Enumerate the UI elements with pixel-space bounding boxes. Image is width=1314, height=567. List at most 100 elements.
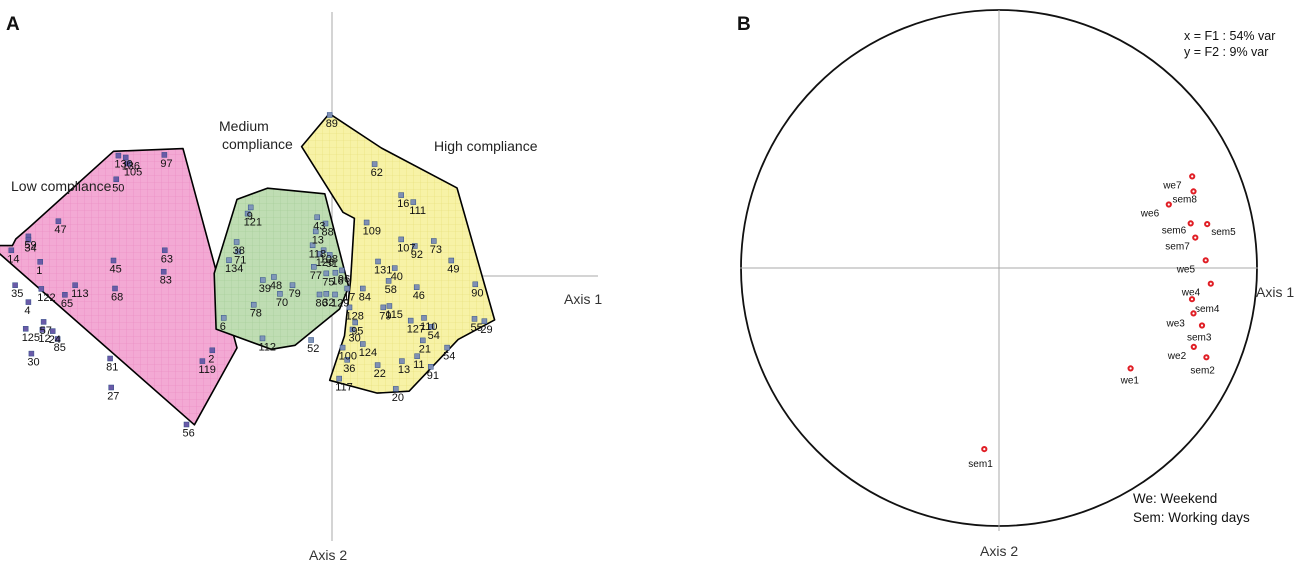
point-marker-high-95	[352, 319, 358, 326]
variable-label-sem5: sem5	[1211, 227, 1236, 238]
variable-label-we3: we3	[1166, 318, 1186, 329]
variable-label-sem8: sem8	[1173, 194, 1198, 205]
point-marker-high-127	[407, 317, 414, 324]
variable-marker-center-sem4	[1190, 298, 1194, 301]
point-label-low-45: 45	[110, 264, 122, 276]
point-label-low-24: 24	[49, 334, 61, 346]
point-marker-low-85	[54, 336, 61, 342]
point-marker-medium-77	[311, 264, 317, 270]
variable-label-we1: we1	[1120, 375, 1140, 386]
point-label-low-57: 57	[40, 325, 52, 337]
point-label-medium-16: 16	[331, 276, 343, 288]
point-marker-medium-86	[316, 291, 323, 298]
point-marker-low-27	[108, 384, 114, 391]
point-marker-medium-129	[332, 291, 338, 298]
variable-label-we6: we6	[1140, 209, 1160, 220]
point-marker-medium-126	[317, 251, 323, 257]
hull-medium-outline	[213, 187, 350, 351]
point-marker-high-117	[336, 375, 342, 382]
point-label-high-16: 16	[397, 198, 409, 210]
point-marker-high-89	[326, 112, 333, 118]
point-label-high-13: 13	[398, 364, 410, 376]
point-marker-high-21	[420, 337, 426, 344]
point-label-low-83: 83	[160, 275, 172, 287]
point-label-low-136: 136	[122, 161, 140, 173]
point-marker-medium-112	[259, 335, 266, 342]
panel-b-y-axis-title: Axis 2	[980, 543, 1018, 559]
point-label-high-111: 111	[409, 205, 426, 217]
point-marker-medium-121	[244, 210, 251, 217]
point-marker-high-73	[431, 238, 437, 244]
point-marker-medium-48	[271, 274, 277, 280]
variable-marker-center-sem3	[1200, 324, 1204, 327]
variable-marker-center-we4	[1209, 282, 1212, 285]
point-marker-low-136	[122, 154, 129, 161]
point-marker-high-36	[344, 357, 350, 363]
point-label-high-131: 131	[374, 265, 392, 277]
point-marker-low-68	[112, 285, 118, 292]
point-label-high-54: 54	[428, 330, 440, 342]
point-label-high-62: 62	[371, 167, 383, 179]
variable-marker-center-sem7	[1194, 236, 1197, 239]
point-marker-high-29	[481, 318, 488, 324]
panel-a-letter: A	[6, 14, 20, 35]
point-marker-high-115	[386, 303, 393, 309]
point-label-low-63: 63	[161, 253, 173, 265]
point-label-high-89: 89	[326, 118, 338, 130]
point-marker-low-35	[12, 282, 18, 288]
point-marker-high-16	[398, 192, 404, 198]
panel-a-x-axis-title: Axis 1	[564, 291, 602, 307]
point-marker-low-57	[40, 319, 47, 325]
hull-high-outline	[300, 112, 496, 394]
point-marker-low-47	[55, 218, 62, 224]
point-label-high-84: 84	[359, 292, 371, 304]
point-marker-high-79	[380, 304, 387, 311]
point-marker-low-105	[125, 160, 131, 167]
point-label-low-30: 30	[27, 357, 39, 369]
point-marker-low-1	[37, 259, 43, 265]
group-label-low-compliance: Low compliance	[11, 178, 112, 194]
point-label-high-90: 90	[471, 287, 483, 299]
point-marker-low-83	[160, 268, 167, 275]
point-label-high-117: 117	[335, 382, 353, 394]
point-marker-medium-71	[235, 248, 241, 255]
point-marker-high-110	[421, 315, 427, 321]
point-marker-high-131	[375, 258, 381, 265]
point-marker-low-119	[199, 358, 206, 364]
group-label-high-compliance: High compliance	[434, 138, 538, 154]
hull-high-grid	[301, 113, 495, 394]
variance-note-x: x = F1 : 54% var	[1184, 29, 1275, 43]
variable-marker-center-sem1	[983, 448, 986, 451]
point-marker-low-45	[110, 257, 117, 264]
variable-label-sem1: sem1	[968, 459, 993, 470]
point-marker-high-62	[371, 161, 378, 167]
point-label-medium-88: 88	[322, 227, 334, 239]
point-label-low-59: 59	[24, 239, 36, 251]
point-marker-medium-32	[323, 291, 330, 297]
point-marker-high-90	[472, 281, 479, 288]
point-marker-high-54	[428, 324, 435, 330]
point-marker-medium-88	[322, 220, 329, 227]
point-label-medium-13: 13	[312, 234, 324, 246]
point-marker-high-124	[360, 341, 366, 347]
point-marker-high-96	[339, 267, 345, 274]
point-label-high-36: 36	[343, 363, 355, 375]
point-marker-low-97	[161, 152, 168, 158]
variable-marker-center-we3	[1192, 312, 1195, 315]
point-marker-low-130	[115, 152, 122, 159]
point-label-low-35: 35	[11, 288, 23, 300]
point-label-medium-48: 48	[270, 280, 282, 292]
point-label-medium-38: 38	[233, 245, 245, 257]
point-label-high-107: 107	[397, 242, 415, 254]
point-marker-medium-9	[247, 204, 254, 211]
point-marker-medium-75	[323, 270, 330, 277]
point-label-low-56: 56	[183, 428, 195, 440]
point-label-high-46: 46	[413, 290, 425, 302]
point-label-high-17: 17	[343, 292, 355, 304]
point-label-medium-129: 129	[331, 298, 349, 310]
variable-label-we4: we4	[1181, 288, 1201, 299]
point-label-low-119: 119	[198, 364, 216, 376]
point-label-high-79: 79	[379, 310, 391, 322]
point-marker-high-109	[363, 219, 370, 226]
